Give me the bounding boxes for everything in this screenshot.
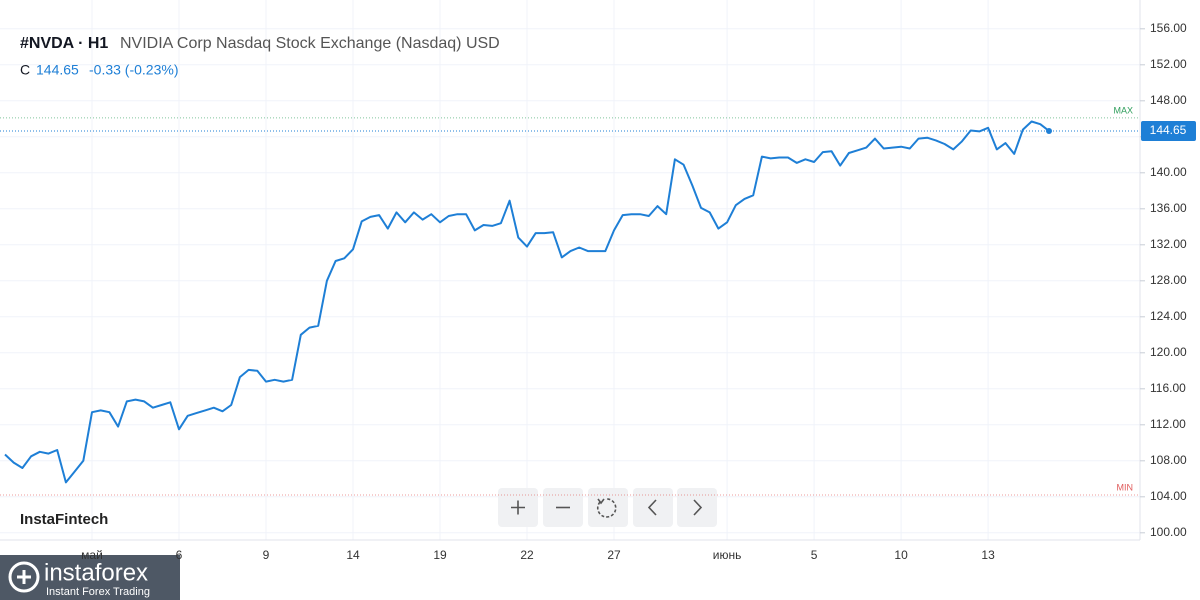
reset-button[interactable]	[588, 488, 628, 527]
x-tick-label: 19	[433, 548, 447, 562]
x-tick-label: 10	[894, 548, 908, 562]
y-tick-label: 100.00	[1150, 525, 1187, 539]
level-label: MAX	[1113, 105, 1133, 115]
y-tick-label: 112.00	[1150, 417, 1186, 431]
close-label: C	[20, 62, 30, 78]
y-tick-label: 116.00	[1150, 381, 1186, 395]
price-line	[4, 120, 1050, 484]
y-tick-label: 108.00	[1150, 453, 1187, 467]
footer-brand: InstaFintech	[20, 511, 108, 528]
scroll-right-button[interactable]	[677, 488, 717, 527]
y-tick-label: 148.00	[1150, 93, 1187, 107]
last-point	[1046, 127, 1052, 134]
x-tick-label: 6	[176, 548, 183, 562]
instrument-name: NVIDIA Corp Nasdaq Stock Exchange (Nasda…	[120, 35, 500, 52]
x-tick-label: 9	[263, 548, 270, 562]
y-tick-label: 140.00	[1150, 165, 1187, 179]
watermark: instaforex Instant Forex Trading	[0, 555, 180, 600]
price-badge	[1141, 120, 1196, 141]
logo-text: instaforex	[44, 559, 148, 586]
symbol: #NVDA · H1	[20, 35, 108, 52]
scroll-left-button[interactable]	[633, 488, 673, 527]
tagline: Instant Forex Trading	[46, 586, 150, 598]
level-label: MIN	[1117, 482, 1134, 492]
y-tick-label: 136.00	[1150, 201, 1187, 215]
x-tick-label: 14	[346, 548, 360, 562]
change: -0.33 (-0.23%)	[89, 62, 178, 78]
close-value: 144.65	[36, 62, 79, 78]
x-tick-label: 27	[607, 548, 621, 562]
y-tick-label: 152.00	[1150, 57, 1187, 71]
x-tick-label: июнь	[713, 548, 742, 562]
y-tick-label: 156.00	[1150, 21, 1187, 35]
zoom-in-button[interactable]	[498, 488, 538, 527]
x-tick-label: 13	[981, 548, 995, 562]
price-badge-label: 144.65	[1150, 123, 1187, 137]
x-tick-label: май	[81, 548, 103, 562]
grid	[0, 0, 1140, 540]
y-tick-label: 120.00	[1150, 345, 1187, 359]
y-tick-label: 124.00	[1150, 309, 1187, 323]
y-tick-label: 132.00	[1150, 237, 1187, 251]
zoom-out-button[interactable]	[543, 488, 583, 527]
x-tick-label: 22	[520, 548, 534, 562]
y-tick-label: 104.00	[1150, 489, 1187, 503]
y-tick-label: 128.00	[1150, 273, 1187, 287]
zoom-controls	[498, 488, 717, 527]
x-tick-label: 5	[811, 548, 818, 562]
